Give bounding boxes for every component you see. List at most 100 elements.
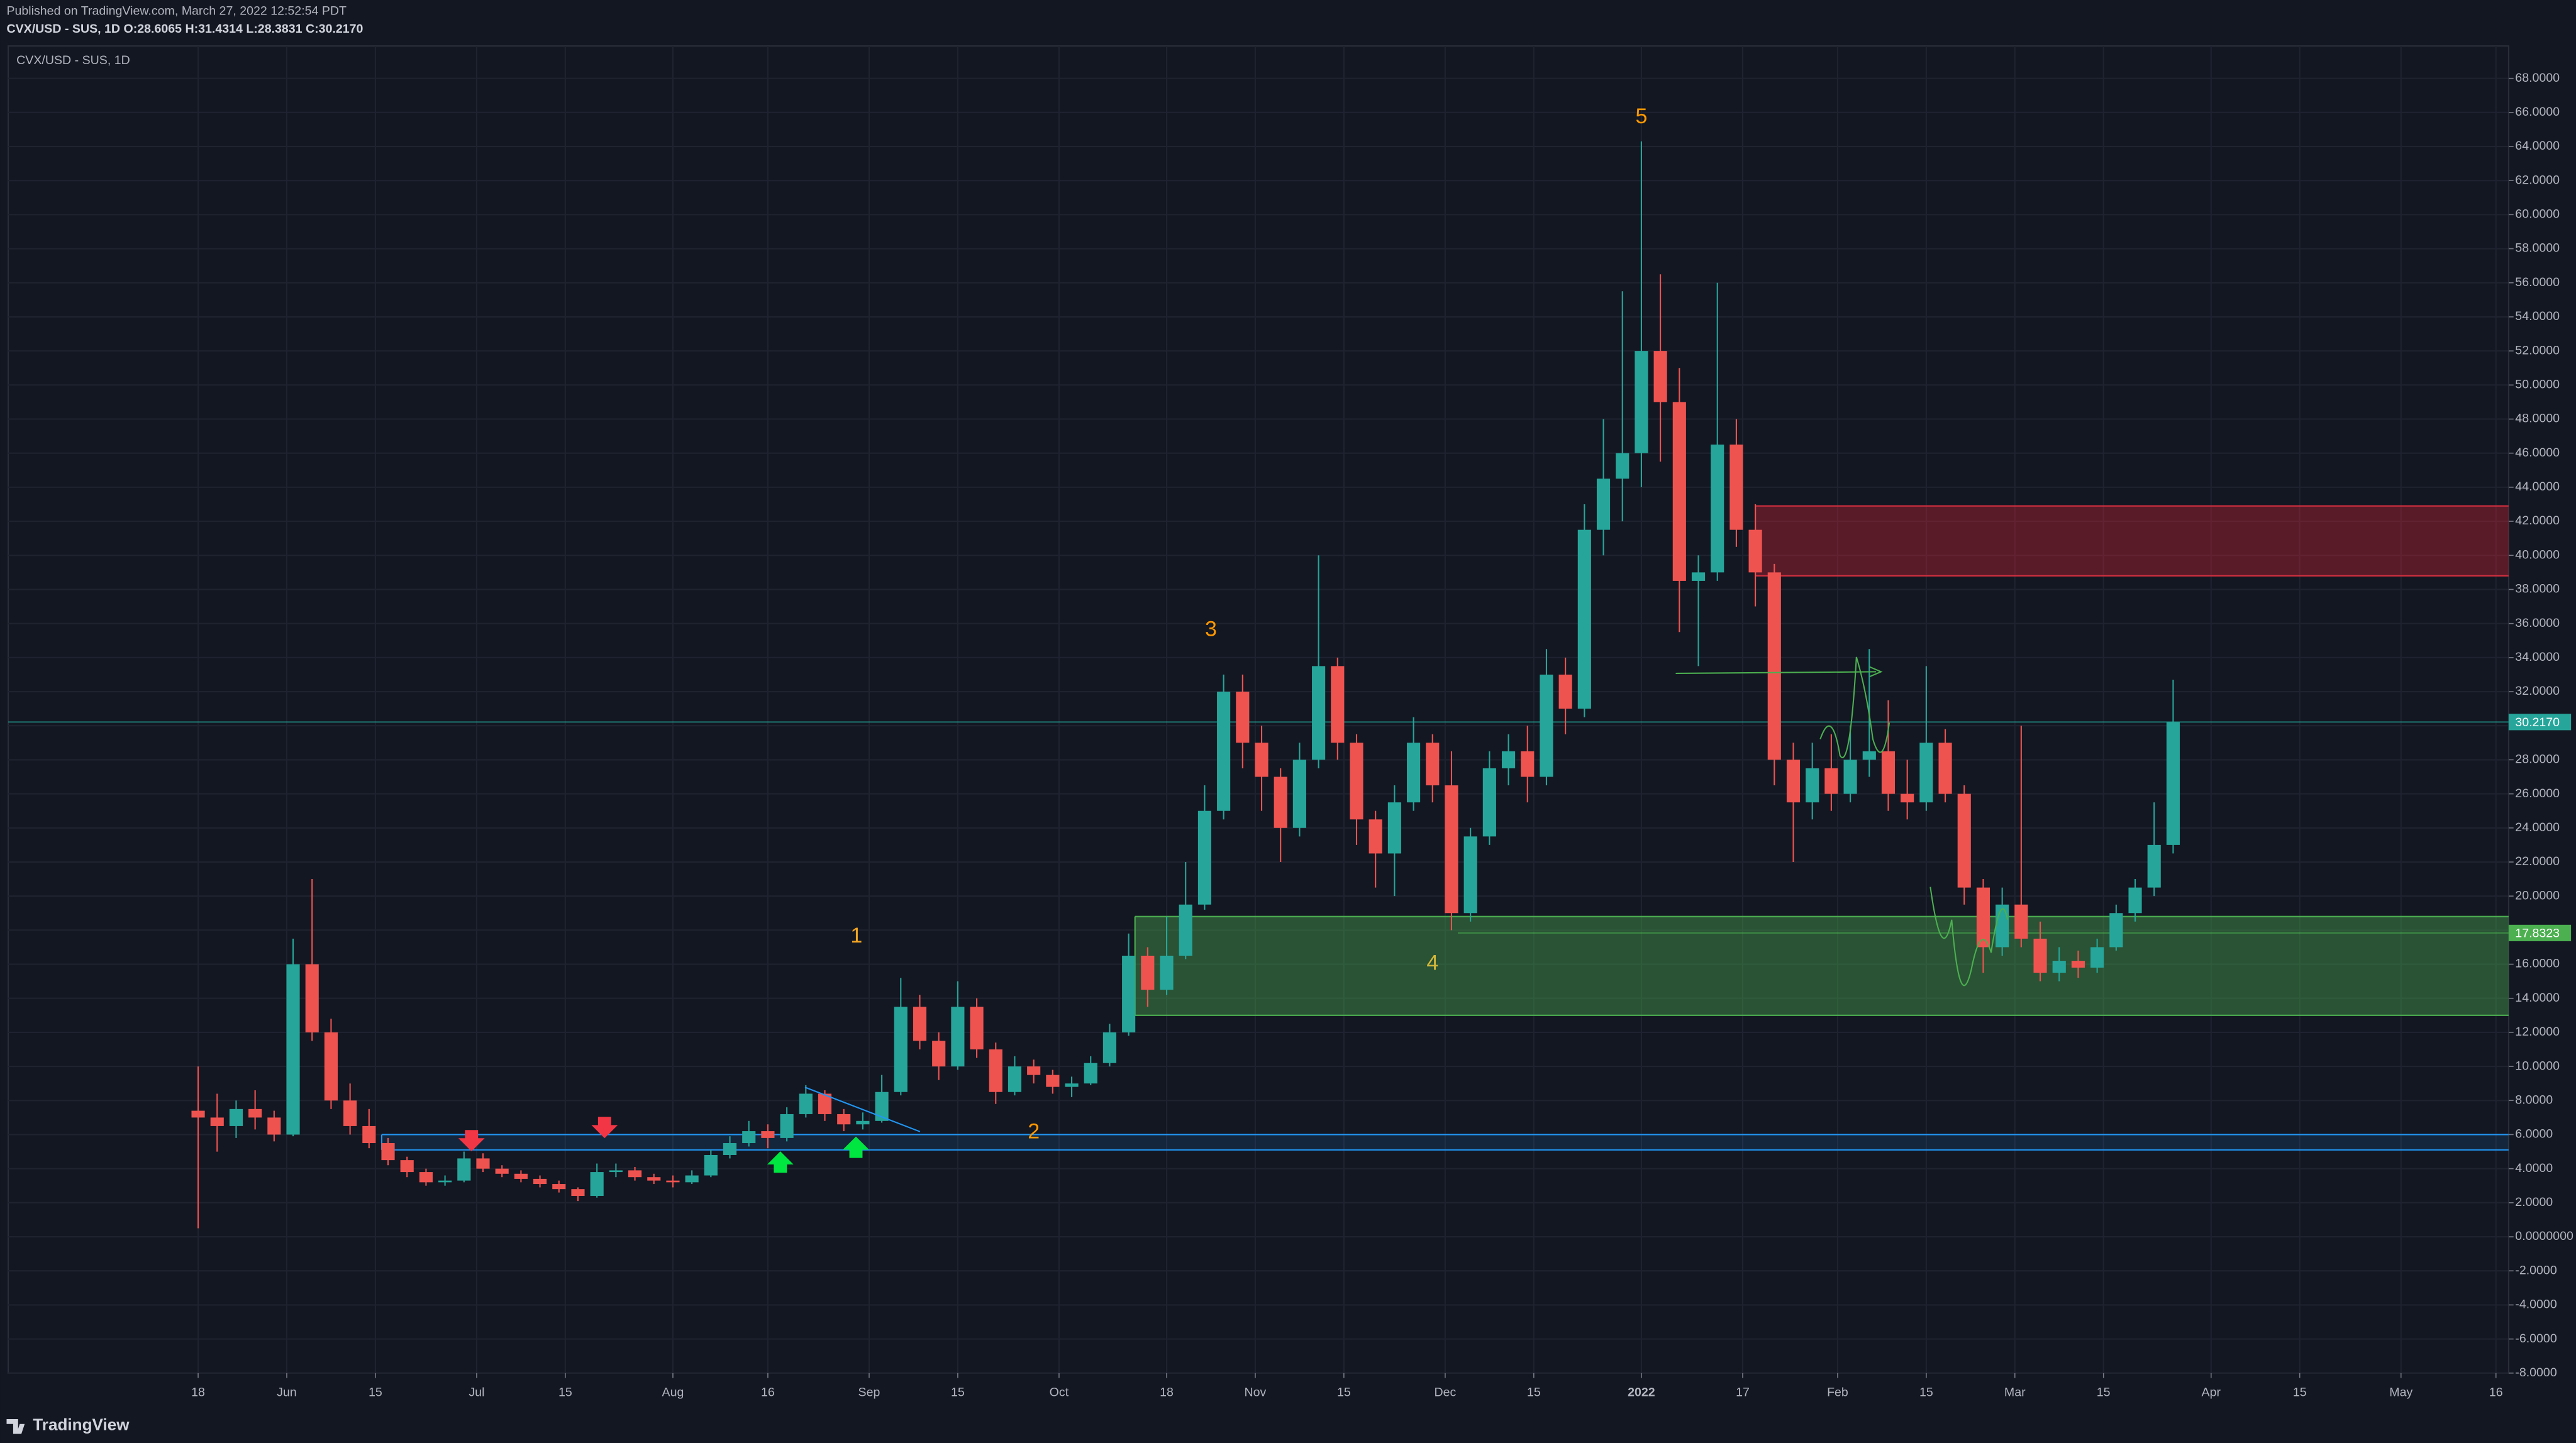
y-tick-label: 0.0000000 bbox=[2515, 1229, 2573, 1243]
sell-arrow bbox=[458, 1130, 485, 1152]
candle-body bbox=[1711, 445, 1724, 573]
y-tick-label: -2.0000 bbox=[2515, 1263, 2557, 1277]
candle-body bbox=[2147, 844, 2161, 888]
candle-body bbox=[267, 1117, 281, 1135]
candle-body bbox=[1881, 751, 1896, 794]
candle-body bbox=[1331, 666, 1345, 743]
x-tick-label: 15 bbox=[558, 1385, 572, 1399]
candle-body bbox=[1786, 760, 1801, 803]
candle-body bbox=[647, 1177, 661, 1181]
y-tick-label: 48.0000 bbox=[2515, 412, 2560, 426]
trend-line bbox=[804, 1086, 921, 1132]
y-tick-label: 46.0000 bbox=[2515, 446, 2560, 460]
candle-body bbox=[1463, 836, 1477, 914]
zone bbox=[381, 1134, 2509, 1150]
candles bbox=[191, 141, 2180, 1229]
x-tick-label: 15 bbox=[1919, 1385, 1933, 1399]
y-tick-label: 66.0000 bbox=[2515, 105, 2560, 119]
candle-body bbox=[666, 1180, 680, 1183]
candle-body bbox=[1102, 1032, 1117, 1063]
price-tag bbox=[2508, 714, 2572, 731]
candle-body bbox=[2166, 722, 2180, 845]
y-tick-label: 50.0000 bbox=[2515, 377, 2560, 391]
candle-body bbox=[1767, 572, 1781, 760]
candle-body bbox=[1996, 904, 2009, 948]
symbol-line: CVX/USD - SUS, 1D O:28.6065 H:31.4314 L:… bbox=[6, 22, 363, 36]
zone bbox=[1135, 916, 2509, 1015]
candle-body bbox=[1197, 810, 1211, 905]
x-tick-label: 16 bbox=[761, 1385, 775, 1399]
y-tick-label: 42.0000 bbox=[2515, 514, 2560, 528]
candle-body bbox=[799, 1093, 813, 1114]
y-tick-label: 2.0000 bbox=[2515, 1195, 2553, 1209]
candle-body bbox=[1368, 819, 1382, 854]
candle-body bbox=[2033, 938, 2047, 973]
wave-label: 5 bbox=[1635, 104, 1647, 128]
y-tick-label: 54.0000 bbox=[2515, 309, 2560, 323]
candle-body bbox=[1901, 793, 1914, 803]
y-tick-label: -8.0000 bbox=[2515, 1366, 2557, 1379]
y-tick-label: 28.0000 bbox=[2515, 753, 2560, 766]
candle-body bbox=[552, 1184, 566, 1190]
candle-body bbox=[1596, 478, 1611, 530]
x-tick-label: 18 bbox=[191, 1385, 205, 1399]
candle-body bbox=[704, 1154, 718, 1176]
y-tick-label: 58.0000 bbox=[2515, 241, 2560, 255]
candle-body bbox=[1122, 955, 1136, 1032]
y-tick-label: 40.0000 bbox=[2515, 548, 2560, 561]
candle-body bbox=[324, 1032, 338, 1101]
candle-body bbox=[1558, 674, 1572, 709]
candle-body bbox=[1540, 674, 1553, 777]
y-tick-label: 22.0000 bbox=[2515, 854, 2560, 868]
x-tick-label: 18 bbox=[1160, 1385, 1174, 1399]
candle-body bbox=[533, 1178, 547, 1185]
wave-label: 1 bbox=[850, 924, 862, 948]
candle-body bbox=[1008, 1066, 1022, 1092]
y-tick-label: -4.0000 bbox=[2515, 1298, 2557, 1312]
candle-body bbox=[837, 1114, 851, 1125]
candle-body bbox=[1482, 768, 1496, 837]
candle-body bbox=[191, 1110, 205, 1118]
candle-body bbox=[495, 1168, 509, 1174]
brand: TradingView bbox=[33, 1415, 130, 1434]
candle-body bbox=[1577, 529, 1591, 709]
y-tick-label: 8.0000 bbox=[2515, 1093, 2553, 1107]
candle-body bbox=[856, 1120, 870, 1125]
candle-body bbox=[229, 1109, 243, 1126]
price-tag-label: 30.2170 bbox=[2515, 716, 2560, 729]
projection-scribble bbox=[1819, 656, 1890, 758]
candle-body bbox=[1635, 351, 1648, 453]
candle-body bbox=[1691, 572, 1706, 581]
candle-body bbox=[362, 1125, 376, 1144]
candle-body bbox=[1501, 751, 1516, 768]
candle-body bbox=[2071, 961, 2085, 968]
candle-body bbox=[894, 1007, 908, 1092]
projection-scribble bbox=[1929, 887, 2009, 987]
candle-body bbox=[1957, 793, 1971, 888]
y-tick-label: 38.0000 bbox=[2515, 582, 2560, 596]
candle-body bbox=[1653, 351, 1667, 402]
x-tick-label: 2022 bbox=[1628, 1385, 1655, 1399]
y-tick-label: 36.0000 bbox=[2515, 616, 2560, 630]
candle-body bbox=[1426, 743, 1440, 786]
candle-body bbox=[1274, 777, 1287, 828]
candle-body bbox=[1843, 760, 1857, 794]
drawings bbox=[458, 656, 2009, 1173]
candle-body bbox=[2052, 961, 2066, 973]
candle-body bbox=[457, 1158, 471, 1181]
candle-body bbox=[1806, 768, 1819, 803]
y-tick-label: 26.0000 bbox=[2515, 787, 2560, 800]
wave-label: 3 bbox=[1205, 617, 1217, 641]
y-tick-label: 10.0000 bbox=[2515, 1059, 2560, 1073]
candle-body bbox=[1824, 768, 1838, 794]
y-tick-label: 44.0000 bbox=[2515, 480, 2560, 494]
candle-body bbox=[1672, 402, 1686, 581]
candle-body bbox=[951, 1007, 965, 1067]
x-tick-label: 16 bbox=[2489, 1385, 2503, 1399]
candle-body bbox=[932, 1041, 946, 1067]
y-tick-label: 24.0000 bbox=[2515, 821, 2560, 834]
candle-body bbox=[419, 1172, 433, 1183]
x-tick-label: 15 bbox=[2097, 1385, 2111, 1399]
candle-body bbox=[1938, 743, 1952, 794]
